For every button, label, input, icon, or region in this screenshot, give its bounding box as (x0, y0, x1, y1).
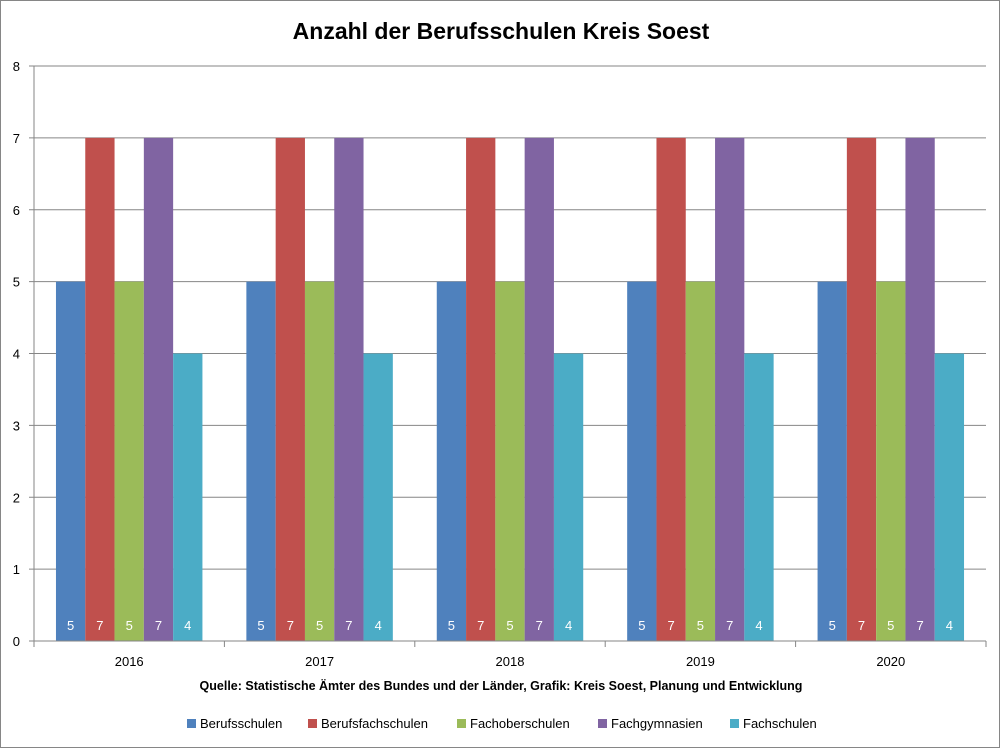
legend-swatch-fachgymnasien (598, 719, 607, 728)
bar-2020-fachoberschulen (876, 281, 906, 641)
bar-2018-berufsschulen (436, 281, 467, 641)
data-label-2017-fachgymnasien: 7 (345, 618, 352, 633)
bar-2020-fachgymnasien (905, 137, 935, 641)
bar-2016-fachgymnasien (143, 137, 174, 641)
legend-label-fachgymnasien: Fachgymnasien (611, 716, 703, 731)
data-label-2019-fachoberschulen: 5 (697, 618, 704, 633)
legend-label-fachoberschulen: Fachoberschulen (470, 716, 570, 731)
x-tick-label-2020: 2020 (876, 654, 905, 669)
axes: 0 1 2 3 4 5 6 7 8 2016 2017 2018 2019 2020 (13, 59, 987, 669)
data-label-2016-berufsfachschulen: 7 (96, 618, 103, 633)
y-tick-label-2: 2 (13, 490, 20, 505)
x-tick-label-2017: 2017 (305, 654, 334, 669)
y-tick-label-8: 8 (13, 59, 20, 74)
y-tick-label-0: 0 (13, 634, 20, 649)
bar-2018-fachoberschulen (495, 281, 525, 641)
data-label-2018-fachoberschulen: 5 (506, 618, 513, 633)
bar-2019-fachschulen (744, 353, 774, 641)
source-note: Quelle: Statistische Ämter des Bundes un… (200, 678, 803, 693)
bar-2016-fachoberschulen (114, 281, 144, 641)
legend-label-fachschulen: Fachschulen (743, 716, 817, 731)
data-label-2016-fachgymnasien: 7 (155, 618, 162, 633)
y-tick-label-7: 7 (13, 131, 20, 146)
data-label-2020-fachschulen: 4 (946, 618, 953, 633)
bar-2017-fachgymnasien (334, 137, 364, 641)
bar-2020-berufsschulen (817, 281, 847, 641)
data-label-2020-berufsschulen: 5 (829, 618, 836, 633)
bar-2018-fachgymnasien (524, 137, 554, 641)
data-label-2017-fachschulen: 4 (375, 618, 382, 633)
x-tick-label-2016: 2016 (115, 654, 144, 669)
bar-2019-berufsschulen (627, 281, 657, 641)
data-label-2017-berufsfachschulen: 7 (287, 618, 294, 633)
x-tick-label-2019: 2019 (686, 654, 715, 669)
data-label-2019-fachgymnasien: 7 (726, 618, 733, 633)
data-label-2019-berufsfachschulen: 7 (667, 618, 674, 633)
data-label-2017-fachoberschulen: 5 (316, 618, 323, 633)
data-label-2018-berufsschulen: 5 (448, 618, 455, 633)
data-label-2016-fachschulen: 4 (184, 618, 191, 633)
bar-2020-berufsfachschulen (846, 137, 877, 641)
y-tick-label-1: 1 (13, 562, 20, 577)
bar-2016-fachschulen (173, 353, 203, 641)
y-tick-label-6: 6 (13, 203, 20, 218)
chart-title: Anzahl der Berufsschulen Kreis Soest (293, 18, 710, 44)
legend: Berufsschulen Berufsfachschulen Fachobersc… (187, 716, 817, 731)
bar-2016-berufsschulen (55, 281, 86, 641)
x-tick-label-2018: 2018 (496, 654, 525, 669)
bar-2017-fachschulen (363, 353, 393, 641)
data-label-2018-fachgymnasien: 7 (536, 618, 543, 633)
data-label-2016-fachoberschulen: 5 (126, 618, 133, 633)
data-label-2018-fachschulen: 4 (565, 618, 572, 633)
bar-2019-berufsfachschulen (656, 137, 686, 641)
bars: 5 7 5 7 4 5 7 5 7 4 5 7 5 7 4 5 7 5 7 4 5 7 5 7 4 (55, 137, 965, 641)
y-tick-label-3: 3 (13, 418, 20, 433)
legend-swatch-fachschulen (730, 719, 739, 728)
bar-2017-berufsschulen (246, 281, 276, 641)
bar-2016-berufsfachschulen (85, 137, 115, 641)
legend-swatch-fachoberschulen (457, 719, 466, 728)
bar-2018-fachschulen (553, 353, 584, 641)
data-label-2017-berufsschulen: 5 (257, 618, 264, 633)
data-label-2018-berufsfachschulen: 7 (477, 618, 484, 633)
legend-label-berufsfachschulen: Berufsfachschulen (321, 716, 428, 731)
bar-2020-fachschulen (934, 353, 965, 641)
bar-2017-fachoberschulen (304, 281, 335, 641)
data-label-2020-berufsfachschulen: 7 (858, 618, 865, 633)
legend-label-berufsschulen: Berufsschulen (200, 716, 282, 731)
data-label-2020-fachoberschulen: 5 (887, 618, 894, 633)
data-label-2019-berufsschulen: 5 (638, 618, 645, 633)
bar-2018-berufsfachschulen (466, 137, 496, 641)
bar-2019-fachoberschulen (685, 281, 716, 641)
bar-2019-fachgymnasien (715, 137, 745, 641)
y-tick-label-5: 5 (13, 275, 20, 290)
legend-swatch-berufsschulen (187, 719, 196, 728)
legend-swatch-berufsfachschulen (308, 719, 317, 728)
bar-2017-berufsfachschulen (275, 137, 305, 641)
data-label-2016-berufsschulen: 5 (67, 618, 74, 633)
data-label-2020-fachgymnasien: 7 (916, 618, 923, 633)
data-label-2019-fachschulen: 4 (755, 618, 762, 633)
y-tick-label-4: 4 (13, 347, 20, 362)
